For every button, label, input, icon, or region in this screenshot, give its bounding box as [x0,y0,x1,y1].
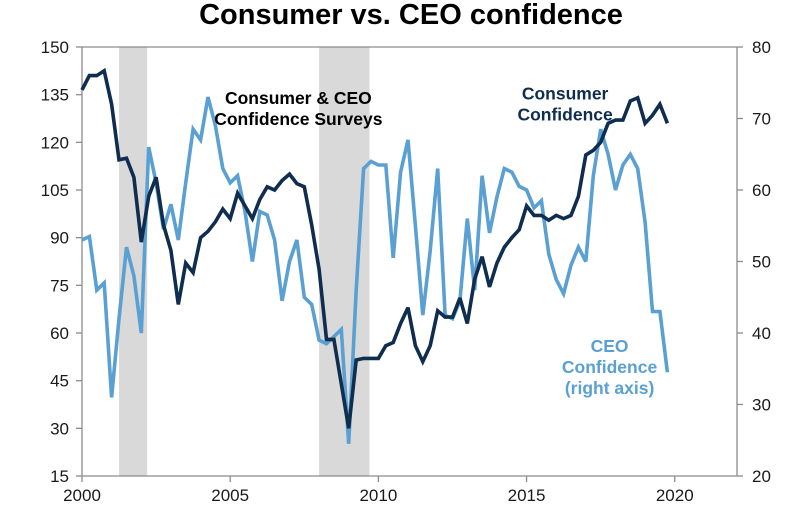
annotation-line: Confidence Surveys [214,109,383,129]
x-tick-label: 2000 [63,486,101,505]
y-tick-label: 75 [50,276,69,295]
x-tick-label: 2010 [359,486,397,505]
y2-tick-label: 40 [752,324,771,343]
y-tick-label: 90 [50,229,69,248]
annotation-line: (right axis) [565,378,654,398]
chart-title: Consumer vs. CEO confidence [199,0,623,31]
ceo-confidence-line [81,96,670,444]
annotations-group: Consumer & CEO Confidence SurveysConsumer… [214,83,657,398]
annotation-line: Confidence [562,357,658,377]
y-tick-label: 105 [41,181,69,200]
y-tick-label: 150 [41,38,69,57]
series-lines-group [80,67,670,444]
x-tick-label: 2020 [656,486,694,505]
annotation-line: CEO [591,336,629,356]
consumer-confidence-label: Consumer Confidence [517,83,613,124]
y2-tick-label: 60 [752,181,771,200]
y-tick-label: 15 [50,467,69,486]
y2-tick-label: 30 [752,396,771,415]
y2-tick-label: 70 [752,110,771,129]
x-tick-label: 2015 [508,486,546,505]
y2-tick-label: 50 [752,253,771,272]
y2-tick-label: 80 [752,38,771,57]
y-tick-label: 135 [41,86,69,105]
tick-labels-group: 15 30 45 60 75 90 105 120 135 150 20 30 40 50 60 70 80 20… [41,38,771,505]
annotation-line: Consumer & CEO [225,88,372,108]
y-tick-label: 30 [50,419,69,438]
consumer-confidence-line [80,67,670,429]
axes-group [76,46,743,482]
annotation-line: Confidence [517,104,613,124]
y-tick-label: 60 [50,324,69,343]
x-tick-label: 2005 [211,486,249,505]
ceo-confidence-label: CEO Confidence (right axis) [562,336,658,398]
y-tick-label: 45 [50,372,69,391]
y-tick-label: 120 [41,133,69,152]
y2-tick-label: 20 [752,467,771,486]
annotation-line: Consumer [522,83,609,103]
survey-annotation: Consumer & CEO Confidence Surveys [214,88,383,129]
